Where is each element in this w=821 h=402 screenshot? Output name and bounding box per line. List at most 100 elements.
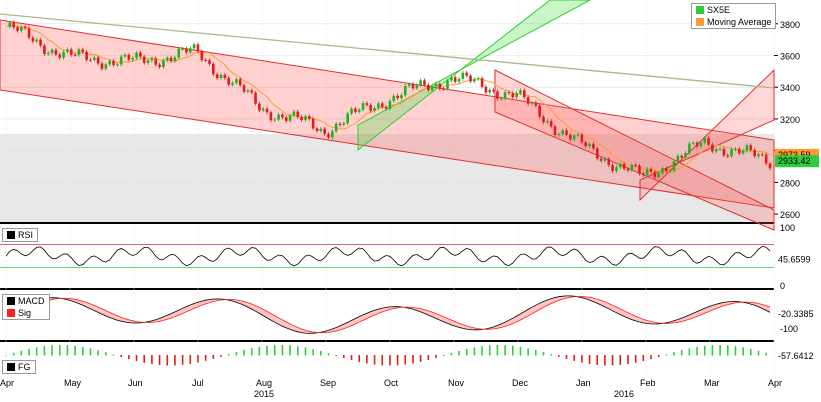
candle-body-179 [691, 142, 695, 144]
candle-body-181 [699, 142, 703, 147]
fg-bar-2 [12, 352, 15, 356]
fg-legend: FG [2, 360, 36, 374]
candle-body-183 [707, 138, 710, 145]
fg-bar-186 [719, 345, 721, 356]
candle-body-77 [300, 117, 303, 121]
fg-bar-194 [750, 348, 752, 356]
candle-body-186 [718, 148, 722, 150]
rsi-legend-label: RSI [18, 230, 34, 240]
rsi-last-value: 45.6599 [778, 254, 811, 264]
fg-bar-196 [757, 350, 760, 356]
month-label-8: Dec [512, 378, 529, 388]
fg-bar-78 [304, 347, 307, 356]
fg-bar-188 [726, 345, 729, 356]
y-axis-area [774, 0, 821, 376]
candle-body-130 [503, 92, 507, 99]
price-swatch [696, 6, 704, 14]
candle-body-188 [726, 155, 730, 157]
month-label-2: Jun [128, 378, 143, 388]
candle-body-173 [668, 170, 672, 172]
fg-bar-32 [128, 355, 130, 360]
candle-body-47 [185, 48, 188, 53]
candle-body-119 [461, 72, 465, 79]
candle-body-171 [661, 168, 664, 174]
candle-body-151 [584, 142, 588, 147]
candle-body-99 [384, 106, 388, 109]
candle-body-122 [473, 79, 476, 82]
fg-bar-12 [51, 345, 53, 356]
ascending-channel-green [357, 0, 591, 152]
fg-bar-18 [74, 345, 76, 356]
candle-body-111 [430, 86, 434, 91]
candle-body-91 [354, 108, 357, 112]
candle-body-86 [334, 123, 338, 132]
candle-body-177 [684, 153, 687, 158]
candle-body-59 [231, 82, 234, 85]
candle-body-75 [292, 111, 296, 116]
candle-body-15 [62, 51, 65, 58]
candle-body-142 [549, 121, 553, 127]
fg-bar-36 [143, 355, 146, 363]
candle-body-35 [139, 52, 142, 57]
fg-bar-198 [765, 352, 767, 356]
candle-body-44 [173, 57, 177, 62]
candle-body-17 [69, 49, 73, 55]
candle-body-176 [680, 155, 683, 158]
candle-body-33 [131, 57, 134, 60]
candle-body-139 [538, 105, 541, 117]
fg-bar-126 [488, 345, 491, 356]
candle-body-42 [165, 57, 169, 61]
candle-body-141 [546, 121, 549, 123]
fg-bar-98 [381, 355, 384, 366]
fg-bar-120 [465, 349, 468, 356]
month-label-9: Jan [576, 378, 591, 388]
candle-body-70 [273, 119, 277, 121]
fg-bar-124 [481, 346, 483, 356]
fg-bar-118 [458, 350, 460, 356]
candle-body-39 [154, 58, 158, 65]
candle-body-36 [142, 56, 146, 63]
candle-body-80 [311, 118, 315, 129]
candle-body-152 [588, 143, 591, 147]
candle-body-81 [315, 128, 319, 131]
ma-legend-label: Moving Average [707, 17, 772, 27]
fg-bar-66 [258, 346, 261, 356]
candle-body-182 [703, 138, 707, 143]
candle-body-120 [465, 72, 469, 76]
candle-body-2 [12, 22, 15, 28]
fg-bar-52 [204, 355, 207, 361]
fg-bar-168 [650, 355, 652, 360]
candle-body-103 [400, 95, 403, 99]
candle-body-4 [20, 26, 23, 31]
month-label-6: Oct [384, 378, 399, 388]
candle-body-189 [730, 149, 733, 157]
candle-body-109 [423, 80, 426, 85]
candle-body-30 [119, 56, 123, 65]
candle-body-88 [342, 123, 346, 125]
fg-bar-0 [5, 355, 7, 356]
candle-body-154 [595, 148, 599, 159]
candle-body-78 [304, 116, 307, 121]
price-tick-label-3: 3200 [780, 115, 800, 125]
panel-bg-3 [0, 342, 774, 376]
rsi-tick-label-0: 0 [780, 281, 785, 291]
candle-body-161 [622, 163, 626, 169]
candle-body-83 [323, 128, 326, 134]
candle-body-138 [534, 102, 538, 106]
candle-body-112 [434, 83, 438, 87]
candle-body-178 [688, 143, 691, 154]
candle-body-115 [446, 80, 449, 89]
fg-bar-34 [135, 355, 138, 362]
candle-body-76 [296, 111, 300, 118]
fg-bar-160 [619, 355, 622, 365]
fg-bar-88 [343, 355, 345, 359]
fg-bar-116 [450, 353, 453, 356]
candle-body-107 [415, 85, 419, 89]
fg-bar-8 [35, 347, 38, 356]
candle-body-136 [526, 97, 530, 104]
fg-bar-102 [396, 355, 399, 366]
candle-body-166 [642, 173, 645, 176]
year-label-2016: 2016 [614, 389, 634, 399]
fg-bar-158 [611, 355, 614, 366]
